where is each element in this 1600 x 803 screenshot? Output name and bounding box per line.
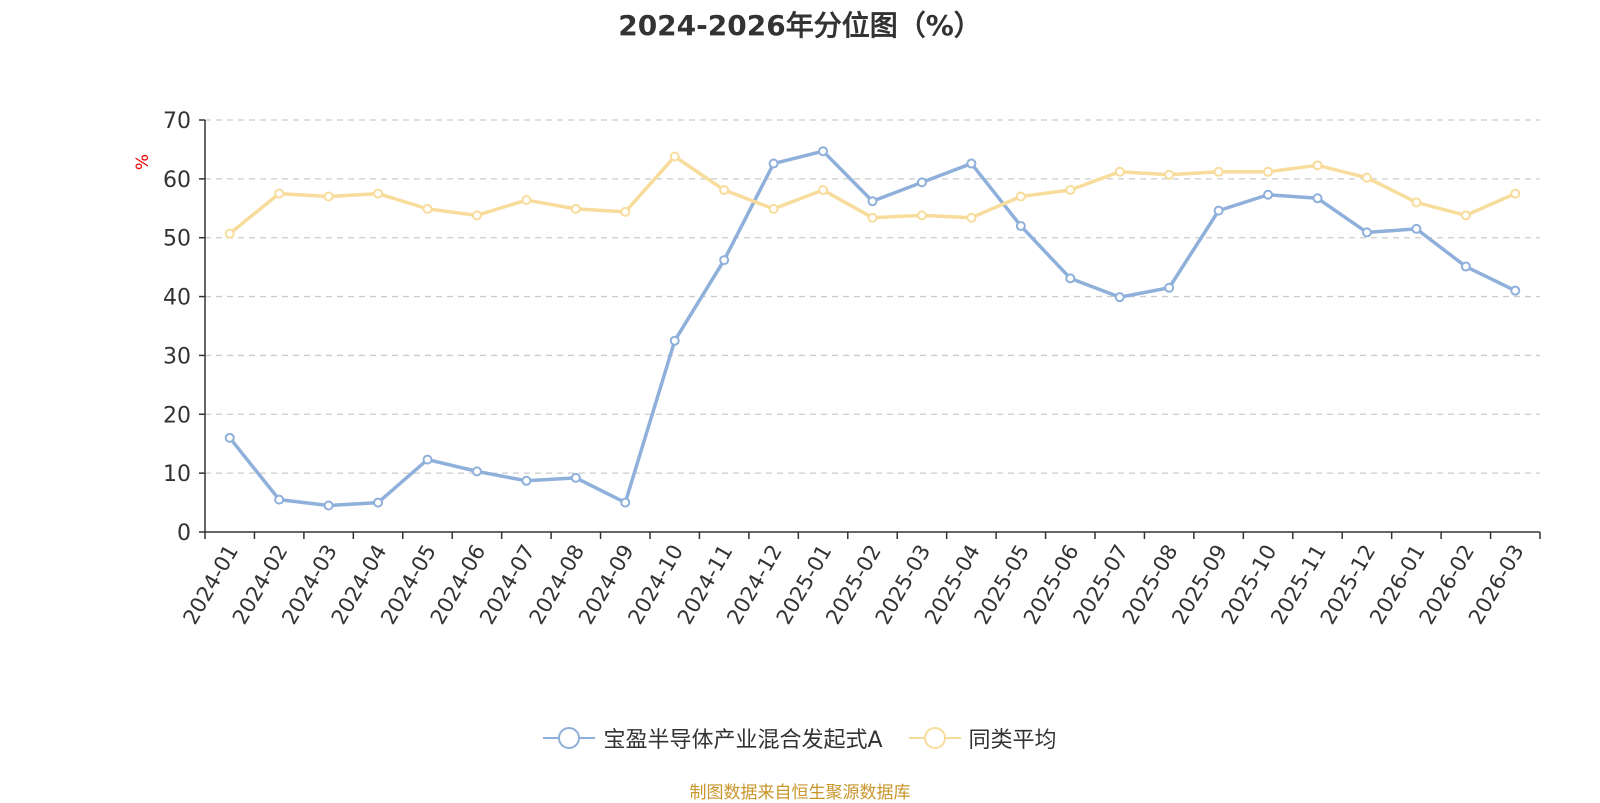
data-point-series-1[interactable] [818,185,829,196]
data-point-series-1[interactable] [768,203,779,214]
data-point-series-1[interactable] [867,212,878,223]
data-point-series-0[interactable] [620,497,631,508]
data-point-series-0[interactable] [274,494,285,505]
legend: 宝盈半导体产业混合发起式A 同类平均 [0,722,1600,754]
data-point-series-1[interactable] [1510,188,1521,199]
data-point-series-1[interactable] [1114,166,1125,177]
legend-swatch-peer-icon [908,727,961,749]
data-point-series-0[interactable] [669,335,680,346]
y-tick-label: 40 [163,286,191,311]
data-point-series-1[interactable] [1411,197,1422,208]
data-point-series-0[interactable] [373,497,384,508]
data-point-series-1[interactable] [1065,185,1076,196]
y-tick-label: 10 [163,462,191,487]
data-point-series-1[interactable] [1213,166,1224,177]
data-point-series-0[interactable] [521,475,532,486]
data-point-series-0[interactable] [1015,220,1026,231]
source-note: 制图数据来自恒生聚源数据库 [689,783,911,803]
data-point-series-1[interactable] [373,188,384,199]
data-point-series-0[interactable] [1164,282,1175,293]
grid-lines [205,119,1540,474]
data-point-series-0[interactable] [1263,189,1274,200]
data-point-series-0[interactable] [1312,193,1323,204]
y-tick-label: 20 [163,403,191,428]
data-point-series-1[interactable] [1164,169,1175,180]
data-point-series-1[interactable] [323,191,334,202]
data-point-series-0[interactable] [422,454,433,465]
data-point-series-0[interactable] [1361,227,1372,238]
data-point-series-0[interactable] [1510,285,1521,296]
data-point-series-0[interactable] [1114,292,1125,303]
data-point-series-0[interactable] [1065,273,1076,284]
data-point-series-1[interactable] [966,212,977,223]
y-tick-label: 0 [177,521,191,546]
data-point-series-0[interactable] [1460,261,1471,272]
data-point-series-0[interactable] [867,196,878,207]
chart-title: 2024-2026年分位图（%） [618,9,982,42]
legend-item-fund[interactable]: 宝盈半导体产业混合发起式A [543,722,883,754]
data-point-series-1[interactable] [1460,210,1471,221]
legend-item-peer-average[interactable]: 同类平均 [908,722,1057,754]
y-tick-label: 60 [163,168,191,193]
legend-label-peer-average: 同类平均 [968,728,1057,753]
data-point-series-1[interactable] [274,188,285,199]
data-point-series-1[interactable] [1312,160,1323,171]
series-lines [224,146,1521,511]
data-point-series-1[interactable] [916,210,927,221]
data-point-series-0[interactable] [966,158,977,169]
legend-label-fund: 宝盈半导体产业混合发起式A [603,728,883,753]
data-point-series-0[interactable] [1411,223,1422,234]
data-point-series-0[interactable] [768,158,779,169]
data-point-series-1[interactable] [521,195,532,206]
data-point-series-0[interactable] [818,146,829,157]
data-point-series-0[interactable] [719,255,730,266]
data-point-series-1[interactable] [719,185,730,196]
axes: 010203040506070%2024-012024-022024-03202… [133,109,1541,628]
data-point-series-0[interactable] [570,472,581,483]
data-point-series-1[interactable] [471,210,482,221]
data-point-series-0[interactable] [323,500,334,511]
data-point-series-1[interactable] [422,203,433,214]
data-point-series-0[interactable] [471,466,482,477]
data-point-series-1[interactable] [1361,172,1372,183]
data-point-series-1[interactable] [1263,166,1274,177]
data-point-series-1[interactable] [1015,191,1026,202]
y-tick-label: 50 [163,227,191,252]
data-point-series-0[interactable] [916,177,927,188]
y-tick-label: 70 [163,109,191,134]
data-point-series-0[interactable] [224,432,235,443]
y-tick-label: 30 [163,344,191,369]
data-point-series-0[interactable] [1213,205,1224,216]
data-point-series-1[interactable] [224,228,235,239]
legend-swatch-fund-icon [543,727,596,749]
y-axis-label: % [133,154,153,170]
data-point-series-1[interactable] [669,151,680,162]
data-point-series-1[interactable] [570,203,581,214]
data-point-series-1[interactable] [620,206,631,217]
